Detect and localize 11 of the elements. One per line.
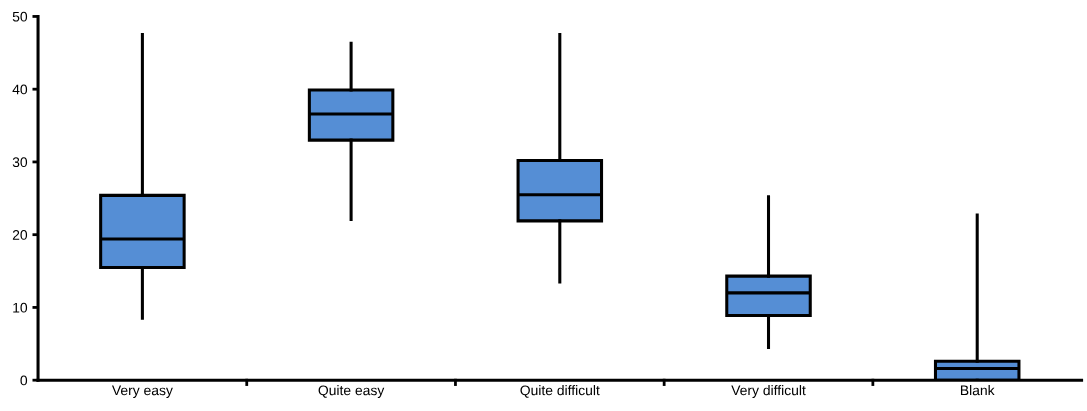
y-tick-label: 0 [20, 375, 28, 386]
y-tick-label: 30 [12, 157, 28, 168]
x-tick-label: Blank [960, 385, 995, 396]
y-tick-label: 40 [12, 84, 28, 95]
x-tick-label: Very easy [111, 385, 173, 398]
x-tick-label: Quite difficult [520, 385, 600, 398]
y-tick-label: 10 [13, 302, 28, 313]
y-tick-label: 50 [12, 11, 28, 22]
x-tick-label: Quite easy [318, 385, 385, 398]
x-tick-label: Very difficult [731, 385, 806, 398]
y-tick-label: 20 [12, 230, 28, 240]
